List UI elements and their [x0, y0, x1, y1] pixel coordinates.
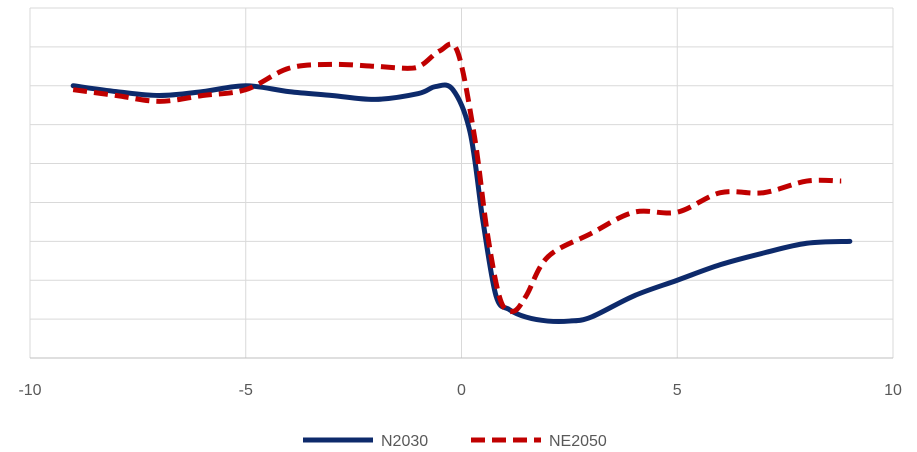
x-tick-label: 10	[884, 382, 902, 399]
x-tick-label: -5	[239, 382, 253, 399]
series-line-ne2050	[72, 41, 842, 315]
x-tick-label: 0	[457, 382, 466, 399]
series-layer	[70, 41, 853, 325]
gridlines	[29, 7, 894, 358]
legend: N2030 NE2050	[303, 433, 607, 450]
legend-label-n2030: N2030	[381, 433, 428, 450]
x-tick-labels: -10 -5 0 5 10	[18, 382, 902, 399]
legend-label-ne2050: NE2050	[549, 433, 607, 450]
x-tick-label: 5	[673, 382, 682, 399]
series-line-n2030	[70, 82, 853, 325]
x-tick-label: -10	[18, 382, 41, 399]
